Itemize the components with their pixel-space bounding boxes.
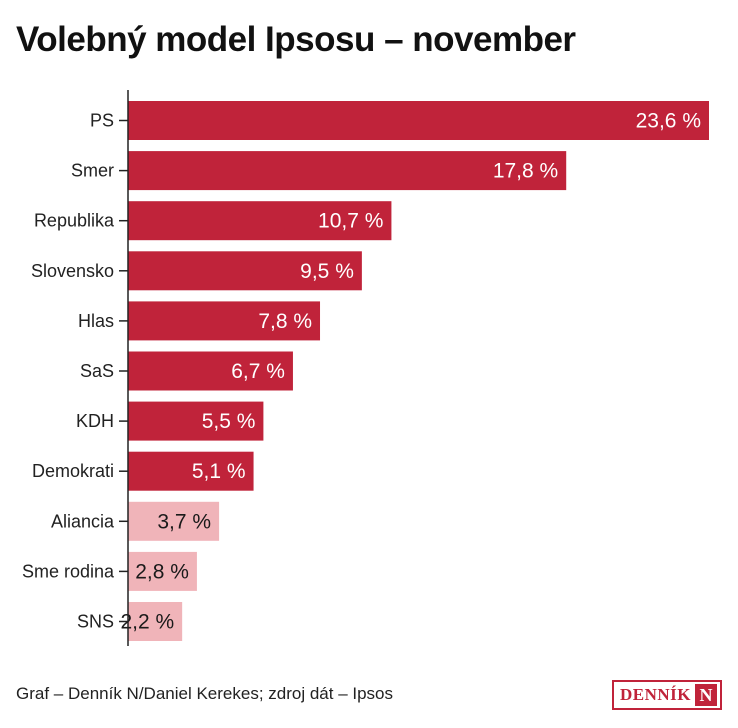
bar-sas [128,351,293,391]
category-label: Smer [71,161,114,181]
value-label: 5,5 % [202,410,256,433]
category-label: Demokrati [32,461,114,481]
category-label: SNS [77,612,114,632]
logo-n-mark: N [695,684,717,706]
category-label: KDH [76,411,114,431]
category-label: Hlas [78,311,114,331]
bar-sme-rodina [128,551,197,591]
category-label: Aliancia [51,511,115,531]
value-label: 17,8 % [493,160,558,183]
value-label: 9,5 % [300,260,354,283]
bar-aliancia [128,501,220,541]
value-label: 5,1 % [192,460,246,483]
bar-sns [128,602,183,641]
dennik-n-logo: DENNÍK N [612,680,722,710]
value-label: 3,7 % [157,510,211,533]
value-label: 6,7 % [231,360,285,383]
value-label: 2,8 % [135,560,189,583]
category-label: Slovensko [31,261,114,281]
bar-hlas [128,301,321,341]
bar-republika [128,201,392,241]
category-label: PS [90,111,114,131]
source-credit: Graf – Denník N/Daniel Kerekes; zdroj dá… [16,684,394,703]
value-label: 10,7 % [318,210,383,233]
bar-ps [128,101,709,140]
category-label: SaS [80,361,114,381]
category-label: Sme rodina [22,561,115,581]
bar-chart: PS 23,6 % Smer 17,8 % Republika 10,7 % Slovens… [22,90,709,646]
value-label: 23,6 % [636,110,701,133]
value-label: 2,2 % [120,611,174,634]
logo-text: DENNÍK [620,685,692,704]
value-label: 7,8 % [258,310,312,333]
bar-slovensko [128,251,362,291]
chart-title: Volebný model Ipsosu – november [16,20,576,59]
bar-demokrati [128,451,254,491]
category-label: Republika [34,211,115,231]
bar-smer [128,151,567,191]
bar-kdh [128,401,264,441]
